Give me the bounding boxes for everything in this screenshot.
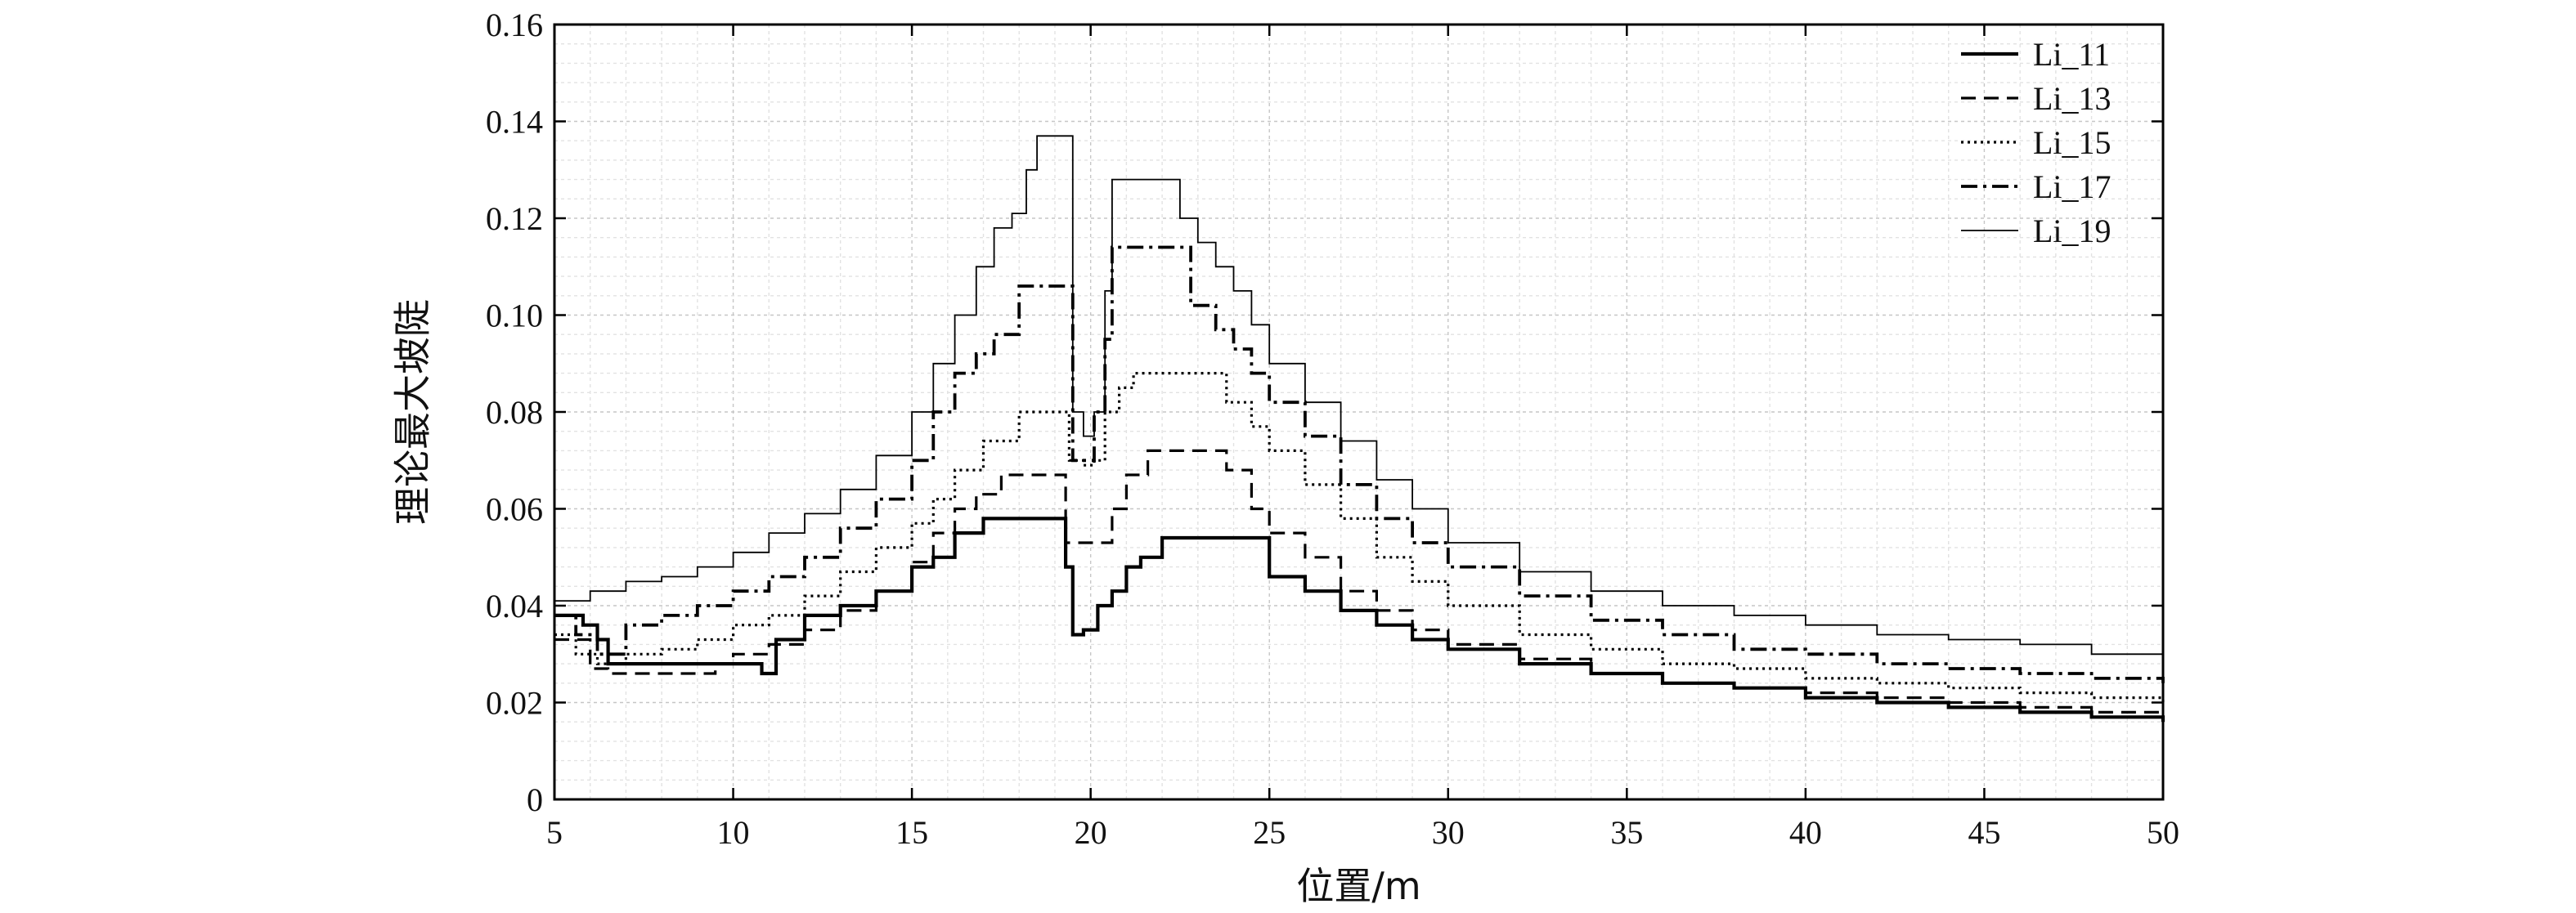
x-tick-label: 40 xyxy=(1789,814,1822,851)
legend: Li_11 Li_13 Li_15 Li_17 Li_19 xyxy=(1961,36,2112,249)
x-tick-label: 30 xyxy=(1432,814,1465,851)
x-tick-label: 45 xyxy=(1968,814,2000,851)
x-tick-label: 5 xyxy=(546,814,563,851)
legend-label-li-13: Li_13 xyxy=(2033,80,2112,117)
series-line-li-15 xyxy=(554,372,2165,703)
legend-label-li-19: Li_19 xyxy=(2033,213,2112,249)
x-axis-title: 位置/m xyxy=(1296,864,1420,908)
y-tick-label: 0.12 xyxy=(486,200,543,237)
x-tick-label: 15 xyxy=(895,814,928,851)
legend-label-li-11: Li_11 xyxy=(2033,36,2110,73)
series-lines xyxy=(554,135,2165,723)
x-tick-label: 35 xyxy=(1610,814,1643,851)
series-line-li-11 xyxy=(554,517,2165,723)
x-tick-label: 10 xyxy=(717,814,750,851)
y-axis-title: 理论最大坡陡 xyxy=(391,299,435,525)
axis-ticks: 5 10 15 20 25 30 35 40 45 50 0 0.02 0.04 0.06 0.08 0.10… xyxy=(486,7,2179,851)
y-tick-label: 0.16 xyxy=(486,7,543,43)
y-tick-label: 0 xyxy=(527,781,543,818)
y-tick-label: 0.06 xyxy=(486,491,543,528)
series-line-li-19 xyxy=(554,135,2164,660)
y-tick-label: 0.02 xyxy=(486,685,543,722)
x-tick-label: 20 xyxy=(1075,814,1107,851)
y-tick-label: 0.10 xyxy=(486,298,543,334)
legend-label-li-15: Li_15 xyxy=(2033,124,2112,161)
x-tick-label: 25 xyxy=(1253,814,1286,851)
series-line-li-17 xyxy=(554,245,2165,683)
legend-label-li-17: Li_17 xyxy=(2033,168,2112,205)
x-tick-label: 50 xyxy=(2147,814,2179,851)
series-line-li-13 xyxy=(554,449,2165,718)
y-tick-label: 0.04 xyxy=(486,588,543,624)
y-tick-label: 0.08 xyxy=(486,394,543,431)
y-tick-label: 0.14 xyxy=(486,104,543,141)
grid-lines xyxy=(554,24,2164,800)
